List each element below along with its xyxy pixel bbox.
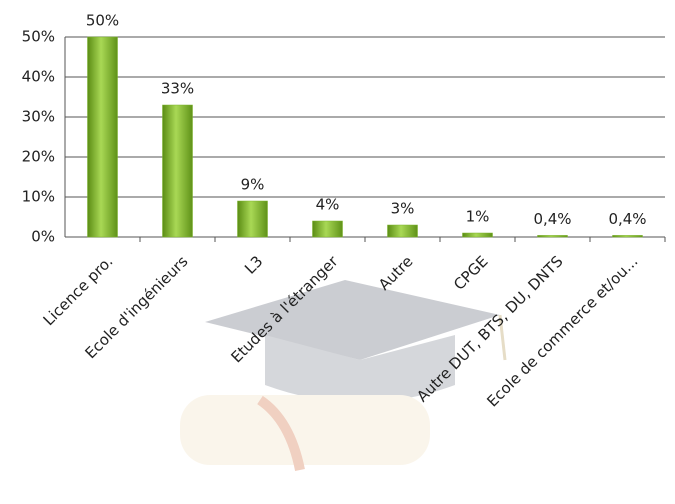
- bar: [162, 104, 193, 238]
- value-label: 0,4%: [608, 210, 646, 228]
- x-tick-label: L3: [241, 252, 266, 277]
- value-label: 33%: [161, 80, 194, 98]
- value-label: 50%: [86, 12, 119, 30]
- value-label: 0,4%: [533, 210, 571, 228]
- bar: [537, 235, 568, 238]
- y-tick-label: 40%: [22, 68, 55, 86]
- y-tick-label: 0%: [31, 228, 55, 246]
- y-tick-label: 10%: [22, 188, 55, 206]
- bar: [312, 220, 343, 238]
- bar: [387, 224, 418, 238]
- x-tick-label: Ecole de commerce et/ou...: [483, 252, 641, 410]
- x-tick-label: CPGE: [450, 252, 491, 293]
- value-label: 3%: [391, 200, 415, 218]
- y-tick-label: 30%: [22, 108, 55, 126]
- bar: [87, 36, 118, 238]
- bar: [462, 232, 493, 238]
- graduation-cap-decoration: [180, 280, 507, 472]
- value-label: 4%: [316, 196, 340, 214]
- value-label: 9%: [241, 176, 265, 194]
- bar: [612, 235, 643, 238]
- y-tick-label: 50%: [22, 28, 55, 46]
- bar: [237, 200, 268, 238]
- value-label: 1%: [466, 208, 490, 226]
- x-tick-label: Autre: [375, 252, 417, 294]
- x-tick-label: Licence pro.: [40, 252, 117, 329]
- y-tick-label: 20%: [22, 148, 55, 166]
